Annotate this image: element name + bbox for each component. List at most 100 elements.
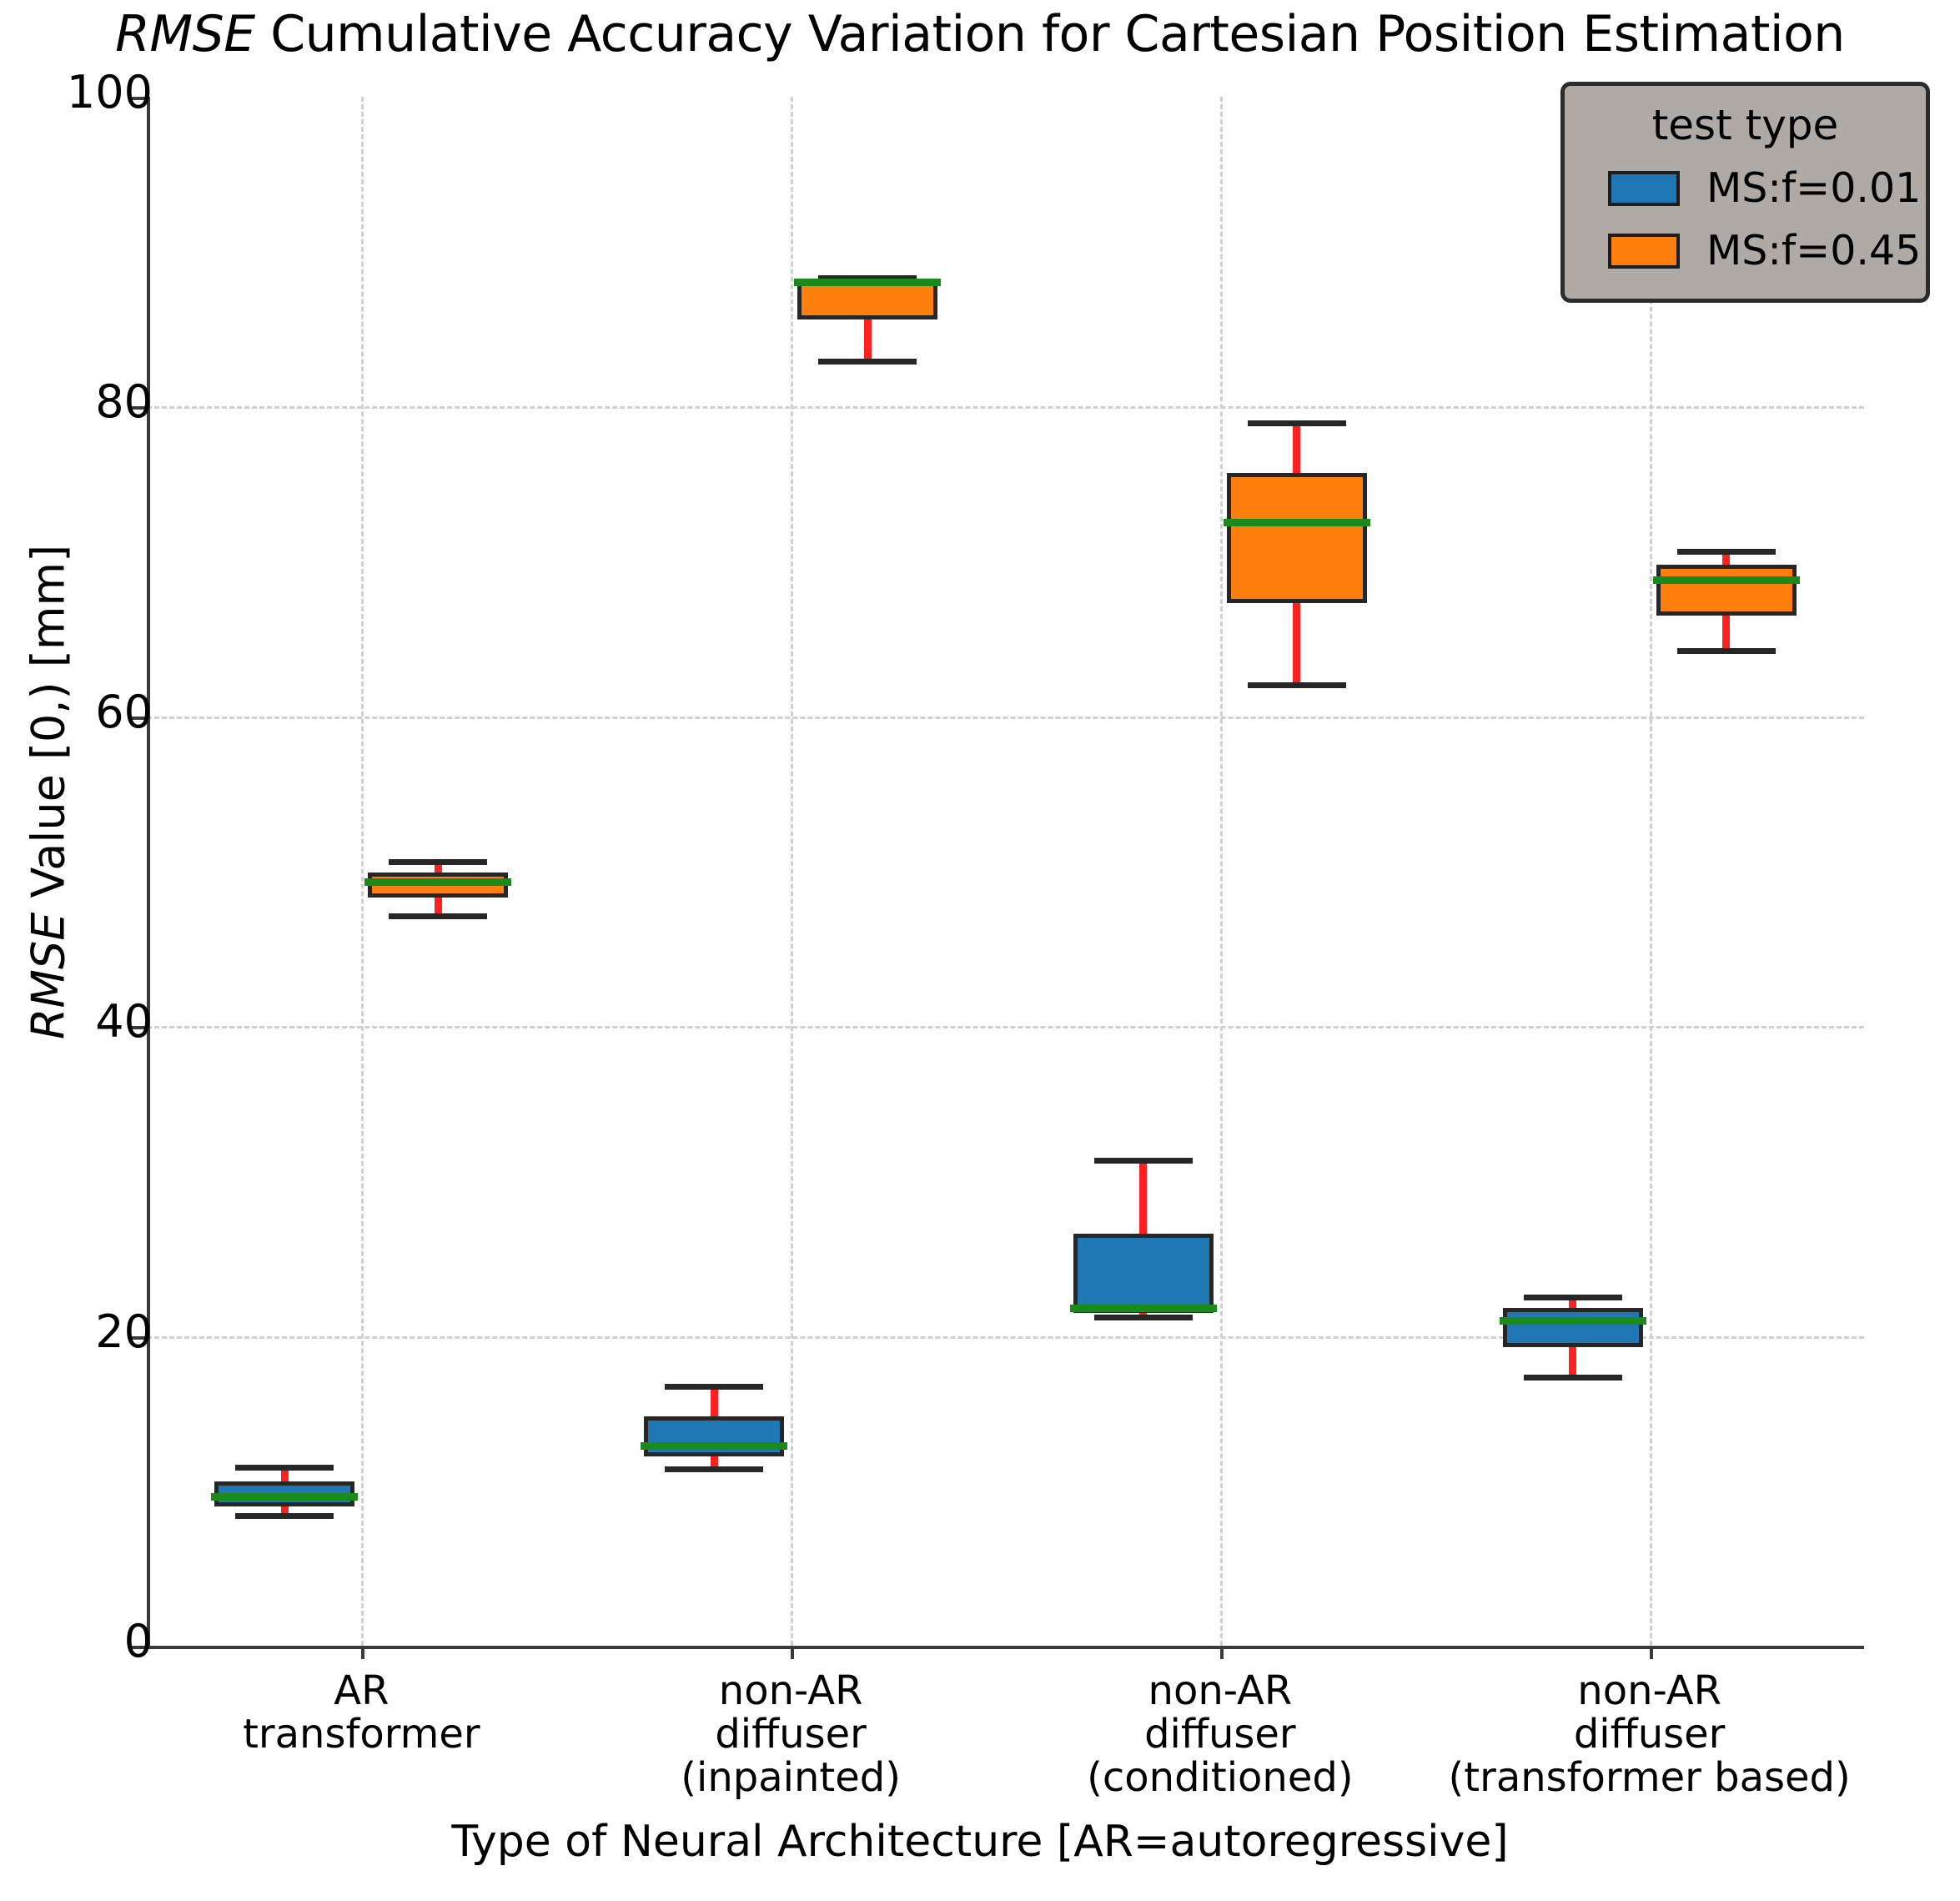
x-tick-mark	[361, 1646, 365, 1659]
legend-entry[interactable]: MS:f=0.01	[1565, 164, 1926, 212]
whisker-cap-upper	[1247, 420, 1346, 427]
y-axis-label-italic: RMSE	[22, 912, 75, 1040]
x-tick-label: non-AR diffuser (inpainted)	[499, 1667, 1083, 1801]
whisker-cap-lower	[1093, 1314, 1193, 1320]
whisker-upper	[280, 1467, 289, 1482]
box	[1656, 564, 1797, 616]
gridline-vertical	[1649, 97, 1652, 1646]
y-tick-mark	[132, 1335, 147, 1340]
box	[1226, 473, 1367, 604]
y-axis-label-rest: Value [0,) [mm]	[22, 544, 75, 913]
gridline-horizontal	[147, 406, 1864, 410]
whisker-upper	[1293, 423, 1301, 474]
y-tick-mark	[132, 97, 147, 100]
whisker-lower	[434, 898, 442, 917]
x-tick-mark	[1219, 1646, 1224, 1659]
legend: test type MS:f=0.01 MS:f=0.45	[1560, 82, 1930, 303]
y-tick-mark	[132, 1646, 147, 1649]
whisker-lower	[863, 319, 872, 362]
y-tick-label: 0	[123, 1615, 153, 1667]
y-tick-label: 20	[95, 1305, 153, 1358]
whisker-cap-lower	[389, 913, 488, 919]
chart-title-rest: Cumulative Accuracy Variation for Cartes…	[254, 5, 1845, 63]
whisker-upper	[1722, 551, 1731, 565]
gridline-horizontal	[147, 1026, 1864, 1029]
whisker-cap-lower	[665, 1466, 764, 1472]
box	[644, 1416, 785, 1457]
gridline-horizontal	[147, 716, 1864, 719]
legend-swatch	[1608, 233, 1680, 269]
gridline-vertical	[1219, 97, 1223, 1646]
gridline-vertical	[361, 97, 364, 1646]
x-tick-label: AR transformer	[69, 1667, 653, 1758]
plot-area	[147, 97, 1864, 1646]
whisker-upper	[710, 1386, 718, 1417]
y-tick-mark	[132, 406, 147, 410]
legend-entries: MS:f=0.01 MS:f=0.45	[1565, 164, 1926, 274]
median-line	[1652, 576, 1800, 584]
whisker-lower	[1569, 1346, 1577, 1378]
box	[1502, 1308, 1643, 1347]
median-line	[1223, 519, 1370, 527]
whisker-cap-lower	[818, 359, 917, 365]
y-tick-label: 60	[95, 685, 153, 738]
x-tick-mark	[1649, 1646, 1653, 1659]
chart-title: RMSE Cumulative Accuracy Variation for C…	[0, 5, 1960, 63]
x-tick-label-line: (transformer based)	[1448, 1753, 1851, 1801]
x-tick-mark	[791, 1646, 795, 1659]
x-tick-label-line: non-AR	[1577, 1667, 1721, 1714]
x-tick-label-line: non-AR	[1148, 1667, 1293, 1714]
gridline-vertical	[791, 97, 794, 1646]
whisker-upper	[1139, 1160, 1148, 1235]
x-tick-label: non-AR diffuser (conditioned)	[928, 1667, 1512, 1801]
box	[1073, 1234, 1214, 1313]
y-tick-label: 100	[66, 66, 153, 118]
x-tick-label-line: AR	[334, 1667, 389, 1714]
plot-background	[147, 97, 1864, 1646]
y-tick-mark	[132, 716, 147, 720]
whisker-lower	[280, 1506, 289, 1516]
x-tick-label-line: diffuser	[715, 1710, 867, 1758]
whisker-cap-upper	[818, 274, 917, 281]
x-tick-label-line: diffuser	[1573, 1710, 1726, 1758]
y-tick-mark	[132, 1026, 147, 1030]
legend-title: test type	[1651, 101, 1839, 149]
whisker-cap-upper	[1676, 549, 1776, 556]
legend-label: MS:f=0.01	[1706, 164, 1922, 212]
gridline-horizontal	[147, 1335, 1864, 1339]
x-tick-label: non-AR diffuser (transformer based)	[1358, 1667, 1942, 1801]
chart-title-italic: RMSE	[115, 5, 255, 63]
x-tick-label-line: transformer	[243, 1710, 480, 1758]
whisker-lower	[1293, 603, 1301, 686]
whisker-upper	[1569, 1297, 1577, 1309]
whisker-cap-lower	[235, 1512, 334, 1519]
legend-label: MS:f=0.45	[1706, 227, 1922, 274]
whisker-cap-lower	[1523, 1375, 1622, 1381]
median-line	[1069, 1304, 1217, 1312]
x-tick-label-line: (inpainted)	[681, 1753, 901, 1801]
whisker-cap-upper	[1093, 1158, 1193, 1164]
whisker-cap-lower	[1247, 682, 1346, 689]
whisker-cap-upper	[389, 858, 488, 865]
whisker-upper	[434, 862, 442, 873]
x-axis-line	[147, 1646, 1864, 1649]
whisker-cap-upper	[665, 1384, 764, 1391]
x-tick-label-line: non-AR	[718, 1667, 863, 1714]
legend-swatch	[1608, 170, 1680, 206]
legend-entry[interactable]: MS:f=0.45	[1565, 227, 1926, 274]
whisker-cap-lower	[1676, 648, 1776, 655]
y-axis-label: RMSE Value [0,) [mm]	[23, 334, 75, 1251]
median-line	[1499, 1316, 1646, 1325]
median-line	[641, 1441, 788, 1450]
x-axis-label: Type of Neural Architecture [AR=autoregr…	[451, 1817, 1509, 1867]
y-tick-label: 40	[95, 995, 153, 1049]
whisker-lower	[1722, 616, 1731, 651]
x-tick-label-line: diffuser	[1144, 1710, 1296, 1758]
x-tick-label-line: (conditioned)	[1087, 1753, 1354, 1801]
whisker-cap-upper	[235, 1464, 334, 1471]
whisker-lower	[710, 1456, 718, 1470]
median-line	[211, 1493, 359, 1501]
median-line	[364, 878, 512, 886]
y-tick-label: 80	[95, 375, 153, 429]
